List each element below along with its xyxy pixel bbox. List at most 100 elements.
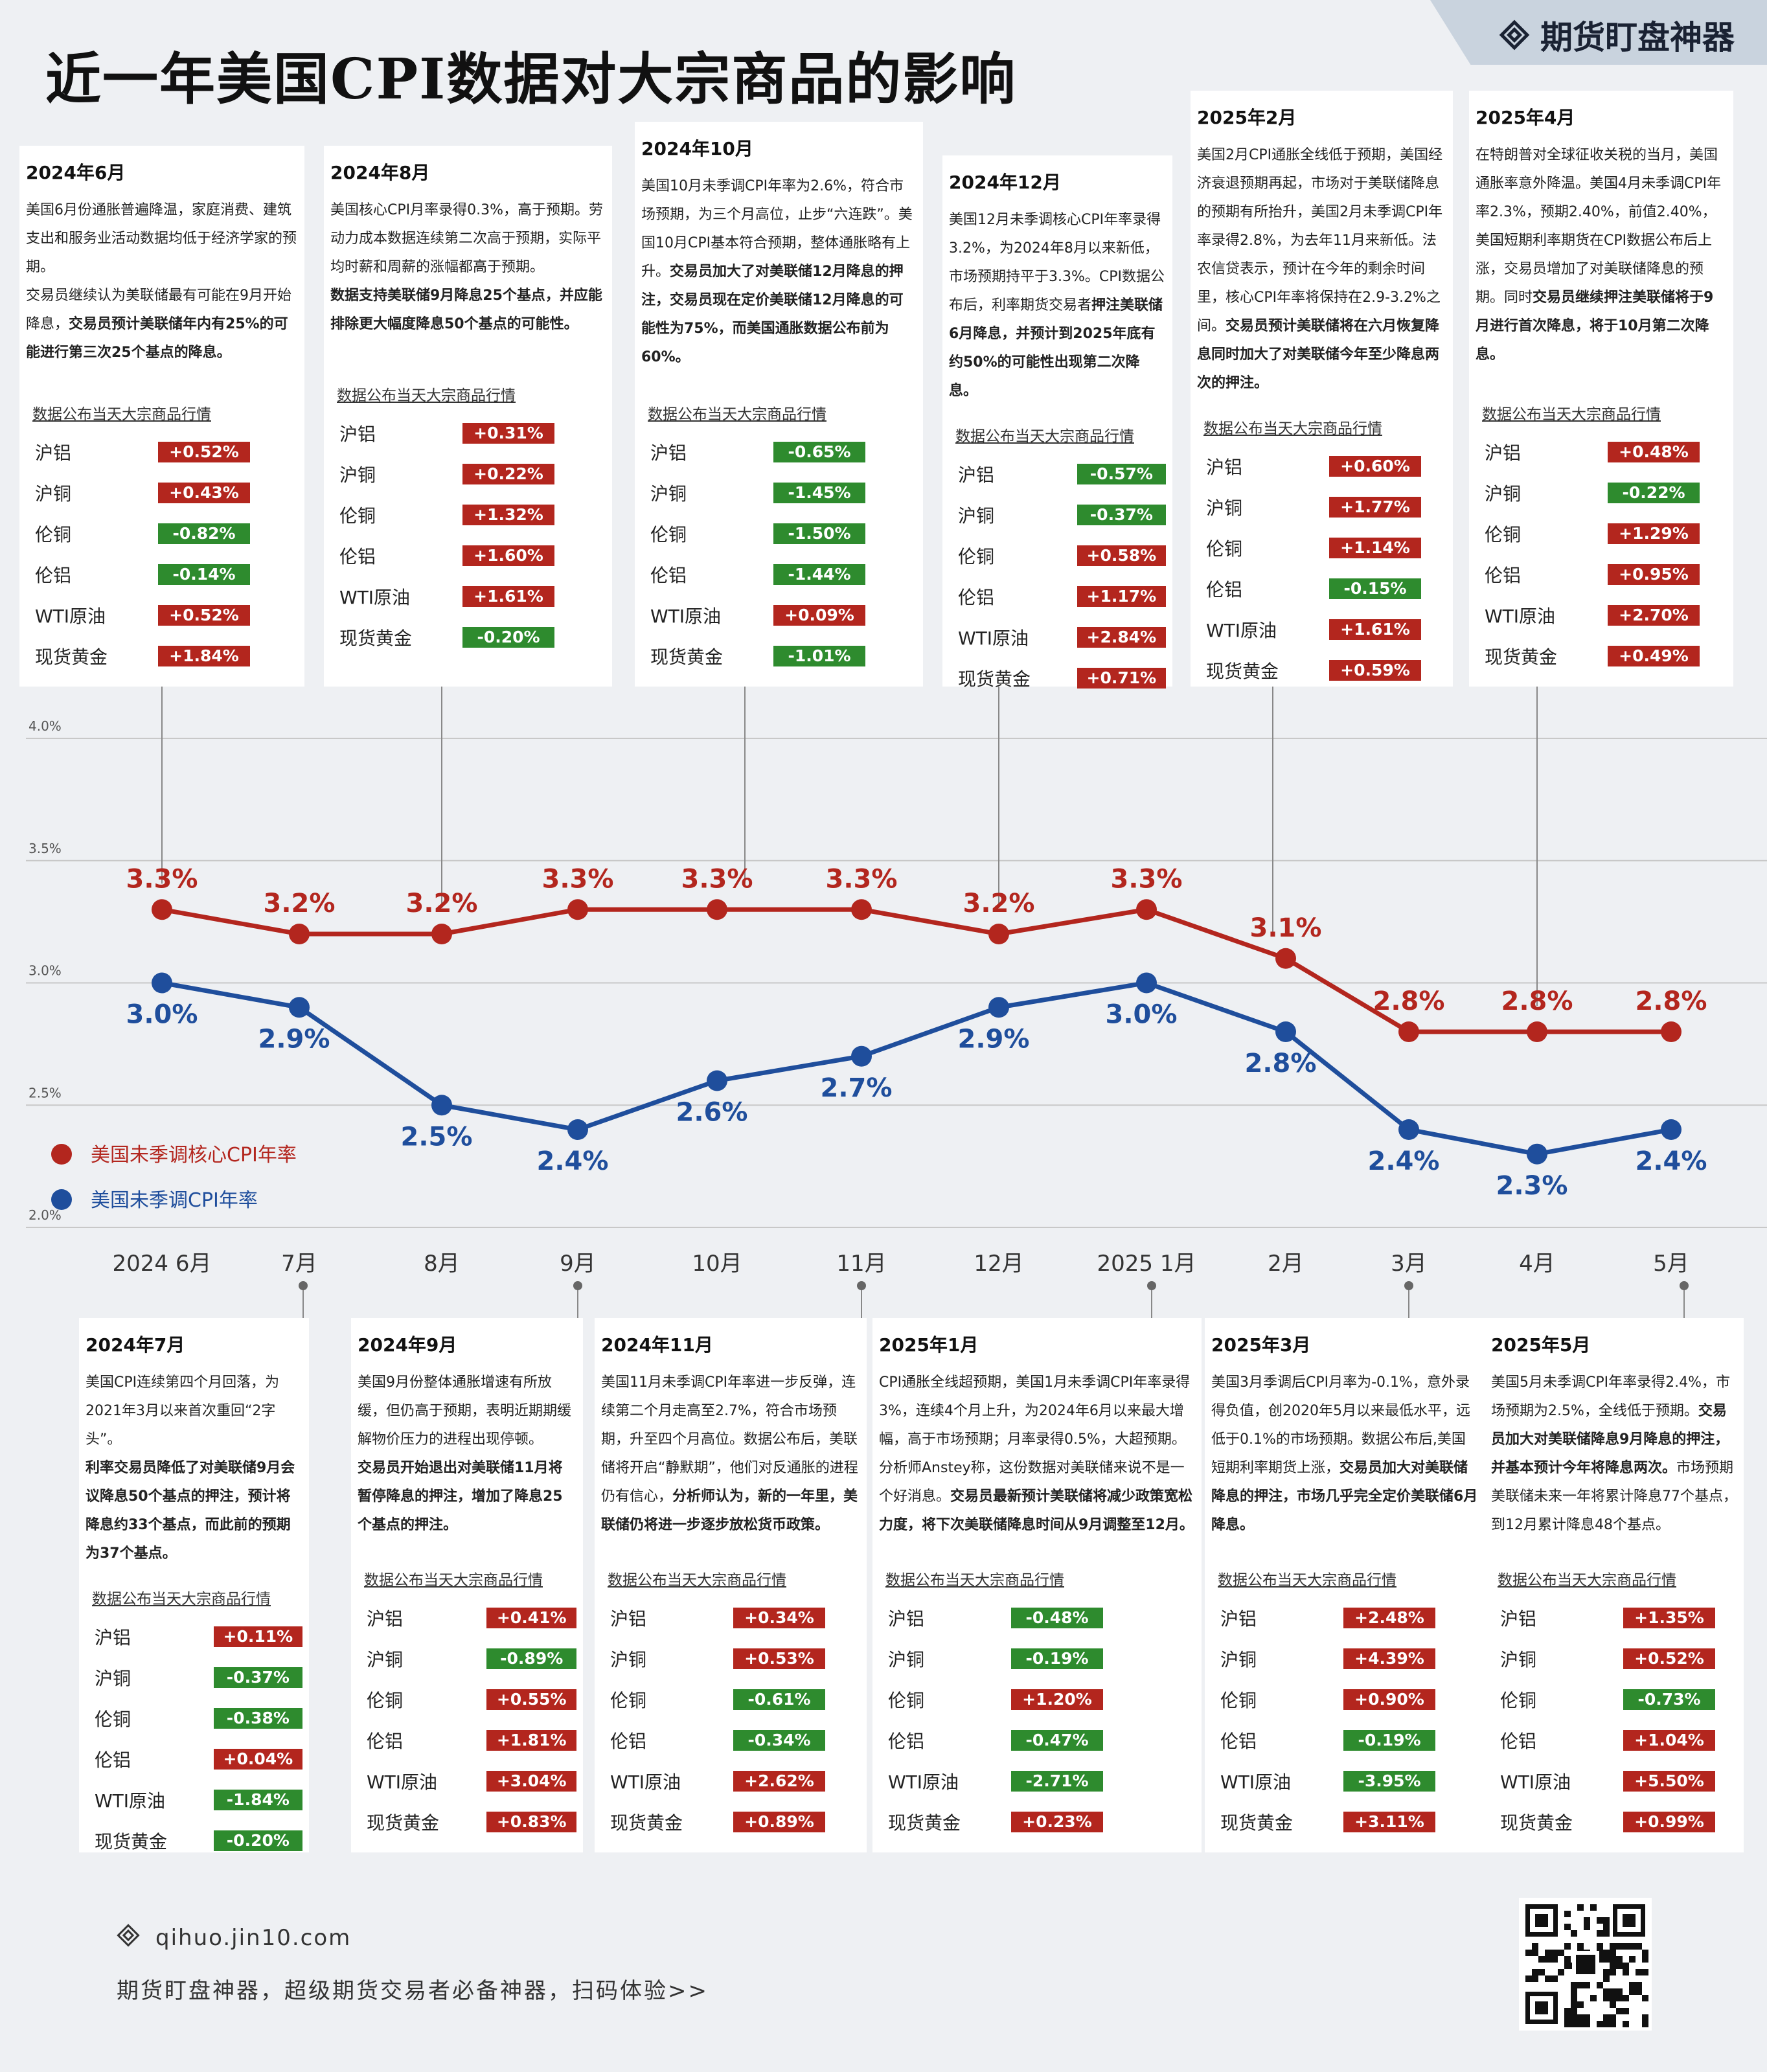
commodity-change: -0.19% <box>1343 1729 1435 1751</box>
data-point <box>1275 1021 1296 1042</box>
commodity-row: 伦铜 -0.73% <box>1491 1679 1737 1720</box>
commodity-change: -1.01% <box>773 645 865 666</box>
commodity-row: WTI原油 +1.61% <box>330 576 606 617</box>
x-tick-label: 9月 <box>560 1251 596 1277</box>
x-tick-label: 3月 <box>1391 1251 1427 1277</box>
commodity-name: 伦铜 <box>1485 523 1522 545</box>
commodity-name: WTI原油 <box>650 605 722 627</box>
commodity-row: 沪铝 +0.34% <box>601 1597 860 1638</box>
card-text-plain: 美国核心CPI月率录得0.3%，高于预期。劳动力成本数据连续第二次高于预期，实际… <box>330 202 604 275</box>
event-card: 2024年11月 美国11月未季调CPI年率进一步反弹，连续第二个月走高至2.7%… <box>595 1318 867 1852</box>
commodity-row: 伦铜 +1.32% <box>330 494 606 535</box>
commodity-change: +2.70% <box>1608 604 1700 626</box>
event-card: 2025年1月 CPI通胀全线超预期，美国1月未季调CPI年率录得3%，连续4个月… <box>872 1318 1202 1852</box>
legend-label: 美国未季调核心CPI年率 <box>91 1144 297 1167</box>
event-card: 2025年3月 美国3月季调后CPI月率为-0.1%，意外录得负值，创2020年5… <box>1205 1318 1485 1852</box>
data-label: 3.1% <box>1250 913 1322 943</box>
commodity-row: WTI原油 +2.70% <box>1476 595 1727 635</box>
commodity-name: 伦铝 <box>1485 564 1522 586</box>
commodity-name: 伦铝 <box>35 564 72 586</box>
commodity-change: -0.73% <box>1623 1689 1715 1710</box>
commodity-change: -0.19% <box>1011 1648 1103 1669</box>
commodity-change: +0.49% <box>1608 645 1700 666</box>
commodity-name: WTI原油 <box>1220 1771 1292 1793</box>
data-point <box>988 997 1009 1018</box>
brand-name: 期货盯盘神器 <box>1540 19 1735 56</box>
commodity-row: WTI原油 +5.50% <box>1491 1760 1737 1801</box>
commodity-row: 伦铝 +1.17% <box>949 576 1166 617</box>
commodity-change: +1.60% <box>462 545 554 566</box>
commodity-row: WTI原油 +0.09% <box>641 595 917 635</box>
data-point <box>1275 948 1296 969</box>
data-label: 2.8% <box>1373 986 1445 1016</box>
data-label: 3.3% <box>542 864 614 894</box>
commodity-name: 现货黄金 <box>1485 646 1558 668</box>
commodity-name: 沪铜 <box>1220 1648 1257 1670</box>
commodity-change: +1.35% <box>1623 1607 1715 1628</box>
commodity-row: 伦铜 +1.29% <box>1476 513 1727 554</box>
event-card: 2025年5月 美国5月未季调CPI年率录得2.4%，市场预期为2.5%，全线低于… <box>1485 1318 1744 1852</box>
commodity-name: 现货黄金 <box>95 1830 168 1852</box>
commodity-name: 伦铝 <box>610 1730 647 1752</box>
commodity-row: 沪铜 +1.77% <box>1197 486 1446 527</box>
card-text-plain: 交易员继续认为美联储最有可能在9月开始降息， <box>26 288 291 332</box>
data-label: 2.3% <box>1496 1171 1568 1201</box>
commodity-change: -0.34% <box>733 1729 825 1751</box>
commodity-name: WTI原油 <box>35 605 106 627</box>
commodity-change: -1.45% <box>773 482 865 503</box>
data-point <box>707 1070 727 1091</box>
commodity-change: +2.62% <box>733 1770 825 1792</box>
commodity-change: +0.48% <box>1608 441 1700 462</box>
commodity-change: -0.37% <box>1077 504 1166 525</box>
commodity-row: WTI原油 +0.52% <box>26 595 298 635</box>
market-heading: 数据公布当天大宗商品行情 <box>608 1572 786 1589</box>
card-text: 美国9月份整体通胀增速有所放缓，但仍高于预期，表明近期期缓解物价压力的进程出现停… <box>358 1369 576 1540</box>
commodity-row: 现货黄金 +0.83% <box>358 1801 576 1842</box>
commodity-name: 伦铜 <box>35 523 72 545</box>
commodity-change: +0.52% <box>1623 1648 1715 1669</box>
commodity-name: 沪铜 <box>958 505 995 527</box>
data-label: 2.4% <box>1636 1146 1707 1176</box>
commodity-name: 伦铜 <box>1206 538 1243 560</box>
x-tick-label: 2024 6月 <box>113 1251 212 1277</box>
commodity-name: 伦铜 <box>367 1689 404 1711</box>
commodity-name: 伦铜 <box>1500 1689 1537 1711</box>
card-text: 美国CPI连续第四个月回落，为2021年3月以来首次重回“2字头”。 利率交易员降… <box>86 1369 302 1568</box>
commodity-name: 沪铜 <box>1500 1648 1537 1670</box>
commodity-name: 伦铜 <box>339 505 376 527</box>
card-text: 美国5月未季调CPI年率录得2.4%，市场预期为2.5%，全线低于预期。交易员加… <box>1491 1369 1737 1540</box>
commodity-name: 现货黄金 <box>650 646 724 668</box>
commodity-name: 现货黄金 <box>958 668 1031 690</box>
qr-code[interactable] <box>1519 1898 1652 2031</box>
brand-tab <box>1430 0 1767 65</box>
commodity-row: 沪铜 -0.19% <box>879 1638 1195 1679</box>
commodity-change: +1.81% <box>486 1729 576 1751</box>
commodity-row: 沪铝 +0.41% <box>358 1597 576 1638</box>
commodity-change: -3.95% <box>1343 1770 1435 1792</box>
commodity-change: +0.09% <box>773 604 865 626</box>
timeline-dot <box>1404 1281 1413 1290</box>
commodity-name: 沪铜 <box>650 483 687 505</box>
card-text: 美国3月季调后CPI月率为-0.1%，意外录得负值，创2020年5月以来最低水平… <box>1211 1369 1478 1540</box>
card-text-plain: 美国6月份通胀普遍降温，家庭消费、建筑支出和服务业活动数据均低于经济学家的预期。 <box>26 202 297 275</box>
series-line <box>161 981 1672 1157</box>
commodity-name: 伦铝 <box>1206 578 1243 600</box>
footer-site[interactable]: qihuo.jin10.com <box>155 1925 352 1951</box>
commodity-name: 沪铜 <box>888 1648 925 1670</box>
commodity-row: 沪铝 +0.52% <box>26 431 298 472</box>
commodity-change: +1.61% <box>1329 619 1421 640</box>
commodity-change: -1.84% <box>213 1789 302 1810</box>
commodity-change: -0.48% <box>1011 1607 1103 1628</box>
commodity-change: +0.60% <box>1329 455 1421 477</box>
card-text: 美国12月未季调核心CPI年率录得3.2%，为2024年8月以来新低，市场预期持… <box>949 206 1166 405</box>
market-heading: 数据公布当天大宗商品行情 <box>92 1591 271 1608</box>
data-label: 2.5% <box>401 1122 473 1152</box>
y-tick-label: 3.0% <box>28 963 62 979</box>
card-text-bold: 分析师认为，新的一年里，美联储仍将进一步逐步放松货币政策。 <box>601 1488 858 1533</box>
data-point <box>567 1119 588 1140</box>
commodity-change: -0.47% <box>1011 1729 1103 1751</box>
data-point <box>1136 972 1157 994</box>
commodity-name: 现货黄金 <box>1500 1812 1573 1834</box>
commodity-row: 沪铜 +0.43% <box>26 472 298 513</box>
commodity-row: 沪铜 -0.22% <box>1476 472 1727 513</box>
